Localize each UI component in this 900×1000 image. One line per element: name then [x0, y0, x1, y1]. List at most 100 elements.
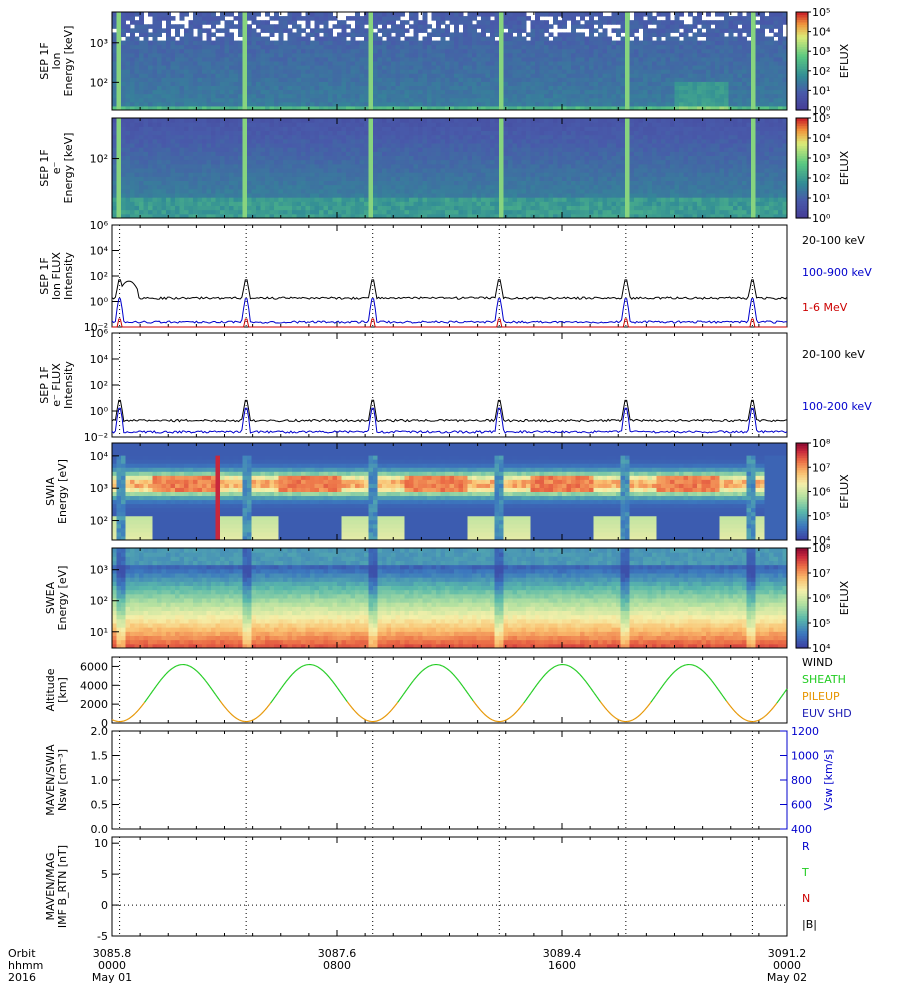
spectrogram-cell: [188, 24, 194, 29]
spectrogram-cell: [143, 172, 149, 177]
spectrogram-cell: [202, 163, 207, 169]
spectrogram-cell: [422, 105, 428, 110]
spectrogram-cell: [278, 197, 284, 202]
spectrogram-cell: [665, 44, 671, 50]
spectrogram-cell: [589, 97, 594, 103]
spectrogram-cell: [215, 73, 221, 78]
spectrogram-cell: [508, 12, 513, 17]
spectrogram-cell: [337, 93, 342, 99]
spectrogram-cell: [175, 101, 180, 107]
spectrogram-cell: [670, 73, 675, 78]
spectrogram-cell: [647, 32, 653, 37]
spectrogram-cell: [400, 180, 405, 186]
spectrogram-cell: [166, 101, 171, 107]
spectrogram-cell: [188, 89, 194, 95]
spectrogram-cell: [386, 12, 392, 17]
spectrogram-cell: [197, 89, 203, 95]
spectrogram-cell: [737, 40, 743, 46]
spectrogram-cell: [274, 213, 279, 218]
spectrogram-cell: [544, 20, 549, 25]
spectrogram-cell: [494, 73, 500, 78]
spectrogram-cell: [490, 12, 495, 17]
spectrogram-cell: [377, 143, 383, 148]
spectrogram-cell: [143, 201, 149, 206]
spectrogram-cell: [188, 168, 194, 173]
spectrogram-cell: [166, 126, 171, 131]
spectrogram-cell: [283, 163, 288, 169]
spectrogram-cell: [193, 118, 198, 123]
spectrogram-cell: [242, 81, 248, 86]
spectrogram-cell: [301, 168, 306, 173]
spectrogram-cell: [161, 61, 167, 66]
spectrogram-cell: [215, 89, 221, 95]
spectrogram-cell: [197, 209, 203, 215]
spectrogram-cell: [265, 20, 270, 25]
spectrogram-cell: [652, 61, 657, 66]
spectrogram-cell: [332, 151, 338, 156]
spectrogram-cell: [247, 89, 252, 95]
spectrogram-cell: [598, 81, 603, 86]
spectrogram-cell: [224, 97, 230, 103]
spectrogram-cell: [427, 81, 432, 86]
spectrogram-cell: [674, 36, 680, 42]
spectrogram-cell: [148, 188, 153, 194]
spectrogram-cell: [359, 147, 365, 152]
spectrogram-cell: [431, 61, 437, 66]
spectrogram-cell: [485, 105, 491, 110]
spectrogram-cell: [742, 44, 747, 50]
spectrogram-cell: [161, 69, 167, 74]
spectrogram-cell: [485, 89, 491, 95]
spectrogram-cell: [112, 65, 117, 70]
spectrogram-cell: [242, 65, 248, 70]
spectrogram-cell: [719, 40, 725, 46]
spectrogram-cell: [557, 40, 563, 46]
spectrogram-cell: [490, 93, 495, 99]
spectrogram-cell: [332, 209, 338, 215]
spectrogram-cell: [251, 209, 257, 215]
spectrogram-cell: [494, 40, 500, 46]
spectrogram-cell: [431, 81, 437, 86]
spectrogram-cell: [296, 147, 302, 152]
spectrogram-cell: [278, 77, 284, 82]
spectrogram-cell: [134, 172, 140, 177]
spectrogram-cell: [494, 48, 500, 54]
spectrogram-cell: [364, 16, 369, 21]
spectrogram-cell: [508, 56, 513, 62]
spectrogram-cell: [224, 44, 230, 50]
spectrogram-cell: [530, 52, 536, 58]
spectrogram-cell: [485, 24, 491, 29]
spectrogram-cell: [499, 73, 504, 78]
spectrogram-cell: [391, 180, 396, 186]
spectrogram-cell: [242, 36, 248, 42]
spectrogram-cell: [638, 89, 644, 95]
spectrogram-cell: [535, 97, 540, 103]
spectrogram-cell: [287, 188, 293, 194]
spectrogram-cell: [116, 101, 122, 107]
spectrogram-cell: [656, 44, 662, 50]
spectrogram-cell: [715, 36, 720, 42]
spectrogram-cell: [310, 147, 315, 152]
spectrogram-cell: [634, 73, 639, 78]
spectrogram-cell: [287, 44, 293, 50]
spectrogram-cell: [193, 155, 198, 161]
spectrogram-cell: [778, 28, 783, 33]
spectrogram-cell: [571, 36, 576, 42]
spectrogram-cell: [778, 36, 783, 42]
spectrogram-cell: [368, 48, 374, 54]
spectrogram-cell: [211, 193, 216, 198]
spectrogram-cell: [278, 101, 284, 107]
spectrogram-cell: [494, 28, 500, 33]
spectrogram-cell: [229, 180, 234, 186]
spectrogram-cell: [562, 81, 567, 86]
spectrogram-cell: [521, 56, 527, 62]
spectrogram-cell: [157, 176, 162, 181]
spectrogram-cell: [152, 93, 158, 99]
spectrogram-cell: [368, 20, 374, 25]
spectrogram-cell: [535, 61, 540, 66]
spectrogram-cell: [121, 184, 126, 190]
spectrogram-cell: [283, 16, 288, 21]
spectrogram-cell: [332, 159, 338, 165]
spectrogram-cell: [278, 172, 284, 177]
spectrogram-cell: [382, 151, 387, 156]
spectrogram-cell: [719, 65, 725, 70]
